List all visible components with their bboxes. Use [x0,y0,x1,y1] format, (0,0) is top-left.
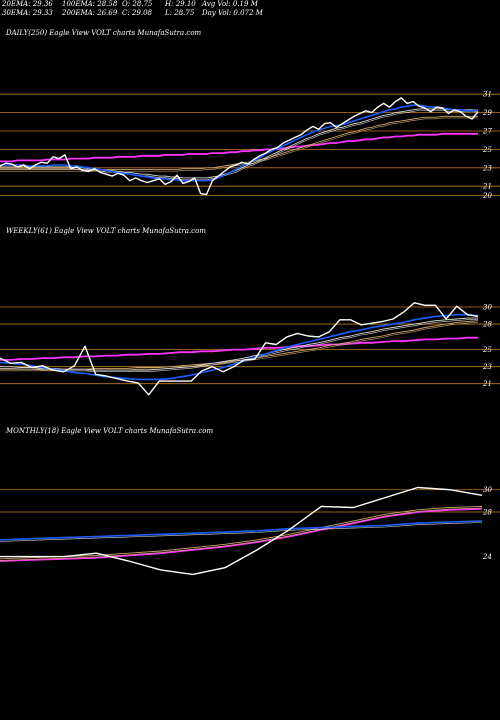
ema30-line-shadow [0,522,483,542]
ema100-line [0,115,478,171]
weekly-chart-title: WEEKLY(61) Eagle View VOLT charts Munafa… [6,227,206,235]
ema30-line [0,108,478,179]
y-tick-label: 27 [482,128,492,136]
stat-high: H: 29.10 [165,0,196,8]
monthly-chart-title: MONTHLY(18) Eagle View VOLT charts Munaf… [6,427,214,435]
y-tick-label: 23 [482,363,492,371]
y-tick-label: 25 [482,346,492,354]
weekly-chart: 30 28 25 23 21 [0,302,500,396]
ema100-line-shadow [0,507,483,561]
price-line [0,302,479,396]
ema20-line [0,104,479,182]
y-tick-label: 30 [483,486,492,494]
stat-ema30: 30EMA: 29.33 [2,9,53,17]
stats-header: 20EMA: 29.36 100EMA: 28.58 O: 28.75 H: 2… [0,0,500,20]
price-line [0,486,483,576]
ema100-line-shadow [0,117,478,172]
y-tick-label: 21 [482,183,492,191]
y-tick-label: 28 [482,509,492,517]
stat-open: O: 28.75 [122,0,153,8]
stat-close: C: 29.08 [122,9,152,17]
daily-chart-title: DAILY(250) Eagle View VOLT charts Munafa… [6,29,202,37]
y-tick-label: 21 [482,380,492,388]
stat-day-vol: Day Vol: 0.072 M [202,9,263,17]
ema100-line [0,505,483,560]
price-line [0,97,479,196]
y-tick-label: 25 [482,146,492,154]
stat-low: L: 28.75 [165,9,195,17]
ema30-line-shadow [0,319,478,372]
stat-ema200: 200EMA: 26.69 [62,9,118,17]
ema30-line [0,317,478,371]
stat-avg-vol: Avg Vol: 0.19 M [202,0,258,8]
ema20-line [0,520,483,541]
ema200-line [0,507,483,562]
stat-ema20: 20EMA: 29.36 [2,0,53,8]
y-tick-label: 20 [482,192,492,200]
y-tick-label: 29 [482,109,492,117]
ema200-line [0,336,478,361]
ema200-line [0,132,478,163]
y-tick-label: 31 [483,91,492,99]
y-tick-label: 23 [482,164,492,172]
y-tick-label: 24 [482,553,492,561]
monthly-chart: 30 28 24 [0,486,500,576]
ema20-line [0,313,479,381]
y-tick-label: 30 [483,304,492,312]
y-tick-label: 28 [482,321,492,329]
stat-ema100: 100EMA: 28.58 [62,0,118,8]
